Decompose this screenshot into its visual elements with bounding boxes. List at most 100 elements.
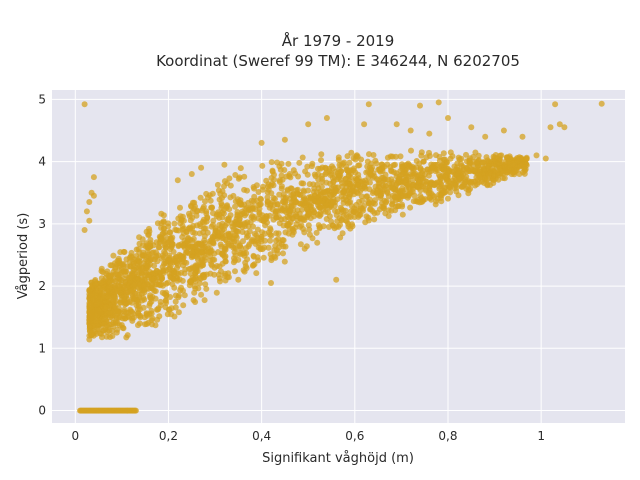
scatter-point — [373, 189, 380, 196]
scatter-point — [342, 175, 349, 182]
scatter-point — [149, 321, 155, 328]
scatter-point — [167, 294, 174, 300]
scatter-point — [117, 290, 124, 297]
x-tick-label: 0 — [71, 429, 79, 443]
scatter-point — [220, 252, 227, 258]
scatter-point — [385, 193, 392, 200]
scatter-point — [344, 153, 351, 160]
scatter-point-outlier — [417, 102, 423, 109]
scatter-point — [423, 154, 430, 161]
scatter-point — [194, 207, 201, 214]
scatter-point — [453, 184, 460, 191]
scatter-point — [234, 239, 241, 246]
scatter-point — [153, 253, 160, 260]
scatter-point — [315, 211, 321, 218]
scatter-point — [188, 254, 195, 261]
scatter-point — [371, 200, 378, 207]
scatter-point — [340, 196, 347, 203]
scatter-point — [318, 157, 324, 164]
scatter-point — [408, 147, 414, 154]
scatter-point — [208, 261, 215, 268]
scatter-point — [489, 165, 496, 172]
scatter-point — [354, 182, 361, 188]
scatter-point — [121, 296, 128, 303]
scatter-point-outlier — [552, 101, 559, 108]
scatter-point — [237, 201, 244, 208]
scatter-point — [440, 150, 447, 157]
scatter-point — [371, 216, 378, 223]
scatter-point — [146, 228, 153, 235]
scatter-point — [383, 198, 390, 205]
scatter-point — [104, 310, 111, 317]
scatter-point — [217, 190, 224, 197]
scatter-point — [335, 157, 342, 163]
scatter-point — [428, 161, 435, 168]
scatter-point — [366, 151, 372, 158]
scatter-point — [203, 285, 210, 292]
scatter-point — [278, 207, 285, 214]
scatter-point-outlier — [482, 133, 489, 140]
scatter-point — [353, 201, 360, 208]
scatter-point — [143, 321, 150, 327]
scatter-point — [177, 220, 184, 227]
scatter-point — [286, 173, 293, 179]
scatter-point — [159, 282, 166, 289]
scatter-point — [418, 149, 425, 156]
scatter-point — [391, 161, 398, 168]
scatter-point — [139, 236, 146, 243]
scatter-point — [281, 167, 288, 173]
scatter-point — [111, 282, 118, 289]
scatter-point — [260, 254, 267, 261]
x-tick-label: 1 — [537, 429, 545, 443]
scatter-point — [166, 270, 173, 277]
scatter-point — [225, 217, 232, 224]
y-tick-label: 5 — [38, 92, 46, 106]
scatter-point — [373, 160, 380, 167]
scatter-point — [214, 181, 221, 188]
scatter-point — [431, 181, 438, 188]
scatter-point — [216, 275, 223, 282]
scatter-point — [92, 289, 99, 296]
scatter-point — [463, 151, 469, 158]
scatter-point — [166, 257, 173, 264]
scatter-point — [211, 250, 218, 257]
scatter-point — [441, 184, 448, 191]
scatter-point — [144, 312, 151, 319]
scatter-point — [141, 289, 148, 296]
scatter-point — [485, 159, 492, 166]
scatter-point — [423, 178, 430, 185]
scatter-point — [172, 298, 179, 305]
scatter-point-outlier — [86, 217, 93, 224]
scatter-point — [208, 223, 215, 230]
scatter-point — [140, 249, 147, 256]
scatter-point — [253, 270, 260, 277]
scatter-point — [213, 289, 220, 296]
scatter-point — [290, 227, 297, 234]
scatter-point — [238, 245, 245, 251]
scatter-point — [187, 217, 194, 224]
scatter-point — [86, 323, 93, 330]
tick-labels: 0 0,2 0,4 0,6 0,8 1 0 1 2 3 4 5 — [38, 92, 545, 443]
scatter-point — [474, 160, 481, 167]
scatter-point — [99, 285, 106, 292]
scatter-point — [317, 165, 324, 172]
scatter-point — [117, 299, 124, 306]
scatter-point — [252, 206, 259, 213]
scatter-point — [168, 305, 175, 312]
scatter-point — [241, 173, 248, 180]
scatter-point — [255, 215, 262, 222]
scatter-point — [455, 192, 462, 199]
scatter-point-outlier — [174, 177, 181, 184]
scatter-point — [288, 202, 295, 209]
scatter-point — [105, 293, 112, 300]
scatter-point — [425, 190, 432, 197]
scatter-point-outlier — [81, 101, 88, 108]
scatter-point — [447, 189, 454, 196]
scatter-point — [392, 153, 399, 160]
scatter-point-outlier — [86, 199, 93, 205]
scatter-point — [356, 212, 363, 219]
scatter-point — [127, 288, 134, 295]
scatter-point-outlier — [207, 270, 214, 277]
scatter-point — [95, 320, 102, 327]
scatter-point — [243, 250, 250, 257]
